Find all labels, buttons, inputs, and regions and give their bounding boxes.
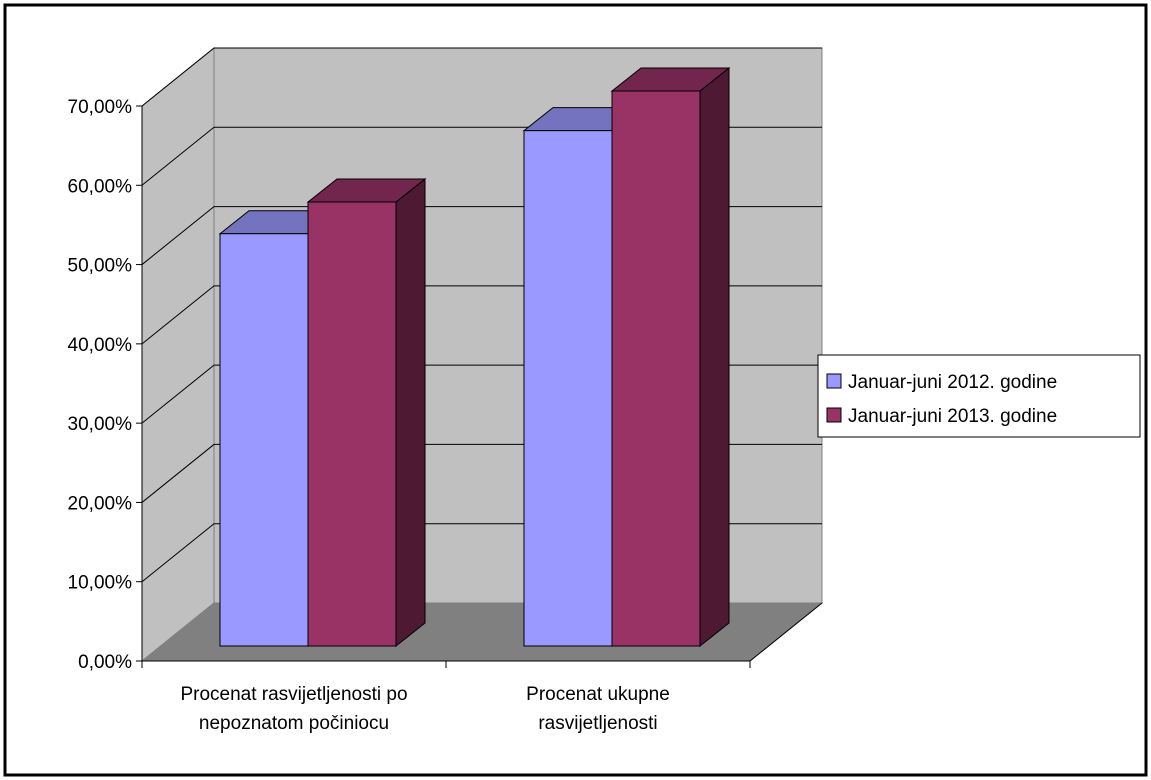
x-tick-label: rasvijetljenosti	[538, 713, 657, 734]
y-axis: 0,00% 10,00% 20,00% 30,00% 40,00% 50,00% 60,00…	[68, 97, 143, 673]
y-tick-label: 70,00%	[68, 97, 133, 118]
y-tick-label: 20,00%	[68, 493, 133, 514]
legend-box	[817, 354, 1141, 438]
y-tick-label: 0,00%	[78, 652, 132, 673]
bar-0-1	[306, 177, 427, 648]
bar-1-1	[610, 66, 731, 648]
legend-swatch-0	[826, 373, 842, 389]
bar-front	[611, 90, 701, 647]
bar-front	[523, 130, 613, 647]
x-tick-label: nepoznatom počiniocu	[199, 713, 389, 734]
x-tick-label: Procenat rasvijetljenosti po	[180, 684, 407, 705]
bar-front	[307, 201, 397, 647]
y-tick-label: 60,00%	[68, 176, 133, 197]
legend: Januar-juni 2012. godine Januar-juni 2013…	[817, 354, 1141, 438]
y-tick-label: 40,00%	[68, 335, 133, 356]
legend-swatch-1	[826, 407, 842, 423]
bar-front	[219, 233, 309, 647]
bar-side	[395, 177, 426, 648]
gridline	[141, 47, 822, 107]
y-tick-label: 50,00%	[68, 256, 133, 277]
legend-label-0: Januar-juni 2012. godine	[848, 372, 1057, 393]
x-tick-label: Procenat ukupne	[526, 684, 670, 705]
legend-label-1: Januar-juni 2013. godine	[848, 406, 1057, 427]
bars	[218, 66, 731, 648]
x-axis: Procenat rasvijetljenosti po nepoznatom p…	[141, 602, 823, 734]
y-tick-label: 30,00%	[68, 414, 133, 435]
y-tick-label: 10,00%	[68, 573, 133, 594]
bar-side	[699, 66, 730, 648]
side-wall	[141, 46, 215, 663]
